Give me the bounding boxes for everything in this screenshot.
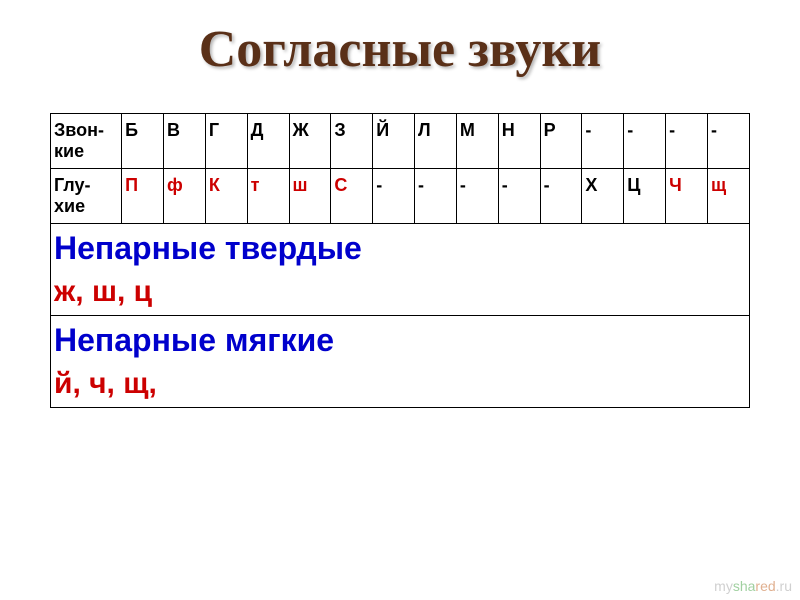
letter-cell: - [582, 114, 624, 169]
hard-unpaired-row: Непарные твердые ж, ш, ц [51, 224, 750, 316]
letter-cell: Л [415, 114, 457, 169]
soft-unpaired-title: Непарные мягкие [54, 322, 746, 359]
letter-cell: - [707, 114, 749, 169]
voiceless-label: Глу-хие [51, 169, 122, 224]
letter-cell: - [456, 169, 498, 224]
letter-cell: - [540, 169, 582, 224]
watermark: myshared.ru [714, 578, 792, 594]
letter-cell: В [163, 114, 205, 169]
letter-cell: Н [498, 114, 540, 169]
slide-container: Согласные звуки Звон-кие Б В Г Д Ж З Й Л… [0, 0, 800, 600]
voiceless-row: Глу-хие П ф К т ш С - - - - - Х Ц Ч щ [51, 169, 750, 224]
voiced-label: Звон-кие [51, 114, 122, 169]
letter-cell: - [666, 114, 708, 169]
soft-unpaired-cell: Непарные мягкие й, ч, щ, [51, 316, 750, 408]
letter-cell: Р [540, 114, 582, 169]
letter-cell: - [415, 169, 457, 224]
consonants-table: Звон-кие Б В Г Д Ж З Й Л М Н Р - - - - Г… [50, 113, 750, 408]
letter-cell: П [122, 169, 164, 224]
letter-cell: Ж [289, 114, 331, 169]
letter-cell: ш [289, 169, 331, 224]
hard-unpaired-letters: ж, ш, ц [54, 275, 746, 309]
soft-unpaired-letters: й, ч, щ, [54, 367, 746, 401]
hard-unpaired-title: Непарные твердые [54, 230, 746, 267]
letter-cell: Б [122, 114, 164, 169]
letter-cell: т [247, 169, 289, 224]
letter-cell: - [624, 114, 666, 169]
letter-cell: Й [373, 114, 415, 169]
soft-unpaired-row: Непарные мягкие й, ч, щ, [51, 316, 750, 408]
letter-cell: щ [707, 169, 749, 224]
voiced-row: Звон-кие Б В Г Д Ж З Й Л М Н Р - - - - [51, 114, 750, 169]
letter-cell: - [373, 169, 415, 224]
letter-cell: З [331, 114, 373, 169]
letter-cell: Д [247, 114, 289, 169]
letter-cell: М [456, 114, 498, 169]
hard-unpaired-cell: Непарные твердые ж, ш, ц [51, 224, 750, 316]
letter-cell: Х [582, 169, 624, 224]
letter-cell: Ц [624, 169, 666, 224]
letter-cell: - [498, 169, 540, 224]
letter-cell: С [331, 169, 373, 224]
letter-cell: К [205, 169, 247, 224]
letter-cell: ф [163, 169, 205, 224]
page-title: Согласные звуки [50, 20, 750, 79]
letter-cell: Ч [666, 169, 708, 224]
letter-cell: Г [205, 114, 247, 169]
